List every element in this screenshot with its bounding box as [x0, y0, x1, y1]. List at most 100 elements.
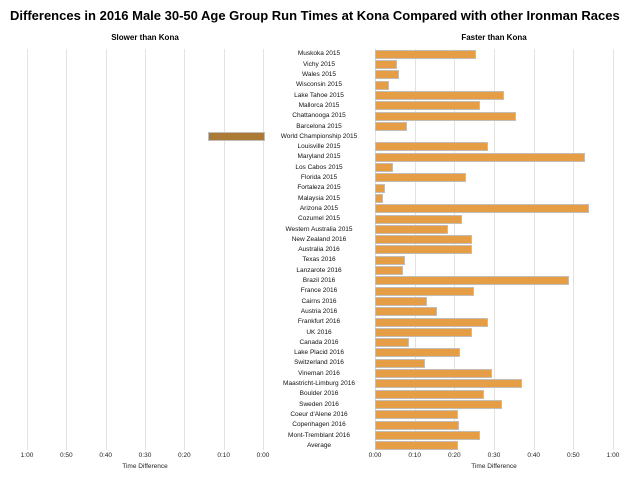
run-time-bar — [375, 389, 485, 399]
run-time-bar — [375, 142, 489, 152]
chart-title: Differences in 2016 Male 30-50 Age Group… — [10, 8, 620, 23]
category-label: Coeur d'Alene 2016 — [290, 410, 348, 418]
axis-tick-label: 0:50 — [60, 452, 73, 459]
gridline — [613, 48, 614, 451]
category-label: New Zealand 2016 — [291, 235, 347, 243]
run-time-bar — [375, 90, 504, 100]
category-label: Arizona 2015 — [299, 204, 339, 212]
category-label: Sweden 2016 — [299, 400, 339, 408]
run-time-bar — [375, 276, 570, 286]
category-label: Maastricht-Limburg 2016 — [283, 380, 355, 388]
category-label: Malaysia 2015 — [298, 194, 340, 202]
run-time-bar — [375, 224, 449, 234]
category-label: World Championship 2015 — [280, 132, 358, 140]
category-label: Louisville 2015 — [297, 143, 341, 151]
run-time-bar — [375, 152, 586, 162]
category-label: Wisconsin 2015 — [296, 81, 342, 89]
right-axis-header: Faster than Kona — [461, 33, 527, 42]
axis-tick-label: 0:20 — [448, 452, 461, 459]
category-label: Cozumel 2015 — [298, 215, 340, 223]
category-label: Chattanooga 2015 — [292, 112, 346, 120]
axis-tick-label: 0:40 — [527, 452, 540, 459]
category-label: Fortaleza 2015 — [297, 184, 341, 192]
gridline — [533, 48, 535, 451]
run-time-bar — [375, 286, 475, 296]
run-time-bar — [375, 214, 463, 224]
axis-tick-label: 0:10 — [217, 452, 230, 459]
category-label: Cairns 2016 — [301, 297, 337, 305]
run-time-bar — [375, 163, 393, 172]
category-label: Texas 2016 — [302, 256, 336, 264]
run-time-bar — [375, 399, 502, 409]
category-label: Lake Tahoe 2015 — [294, 91, 344, 99]
category-label: Frankfurt 2016 — [297, 318, 341, 326]
category-label: France 2016 — [300, 287, 338, 295]
category-label: Switzerland 2016 — [294, 359, 344, 367]
gridline — [263, 48, 264, 451]
category-label: Canada 2016 — [299, 338, 339, 346]
run-time-bar — [375, 80, 389, 90]
axis-tick-label: 1:00 — [20, 452, 34, 459]
category-label: Australia 2016 — [298, 246, 340, 254]
axis-tick-label: 0:00 — [368, 452, 382, 459]
category-label: Vichy 2015 — [302, 60, 336, 68]
category-label: Muskoka 2015 — [297, 50, 341, 58]
category-label: Average — [306, 441, 332, 449]
axis-tick-label: 0:30 — [487, 452, 501, 459]
run-time-bar — [375, 49, 477, 59]
run-time-bar — [375, 70, 399, 80]
axis-tick-label: 0:30 — [138, 452, 152, 459]
gridline — [105, 48, 107, 451]
category-label: Florida 2015 — [300, 174, 338, 182]
run-time-bar — [375, 307, 437, 317]
axis-tick-label: 0:50 — [567, 452, 580, 459]
category-label: Boulder 2016 — [299, 390, 339, 398]
run-time-bar — [375, 358, 425, 368]
run-time-bar — [375, 245, 473, 255]
run-time-bar — [375, 101, 481, 111]
gridline — [66, 48, 68, 451]
category-label: Maryland 2015 — [297, 153, 341, 161]
run-time-bar — [375, 183, 385, 193]
run-time-bar — [375, 369, 493, 378]
category-label: Vineman 2016 — [298, 369, 340, 377]
category-label: Lake Placid 2016 — [294, 349, 344, 357]
run-time-bar — [375, 60, 397, 69]
category-label: Austria 2016 — [300, 307, 338, 315]
x-axis-title-left: Time Difference — [122, 463, 168, 470]
category-label: Mont-Tremblant 2016 — [288, 431, 350, 439]
run-time-bar — [375, 296, 427, 306]
gridline — [573, 48, 575, 451]
run-time-bar — [375, 235, 473, 245]
run-time-bar — [375, 193, 383, 203]
run-time-bar — [375, 173, 467, 183]
run-time-bar — [375, 255, 405, 265]
run-time-bar — [375, 204, 590, 214]
run-time-bar — [375, 348, 461, 358]
run-time-bar — [375, 121, 407, 131]
run-time-bar — [375, 430, 481, 440]
left-axis-header: Slower than Kona — [111, 33, 179, 42]
axis-tick-label: 0:10 — [408, 452, 421, 459]
run-time-bar — [375, 420, 459, 430]
category-label: Western Australia 2015 — [285, 225, 353, 233]
category-label: Lanzarote 2016 — [296, 266, 342, 274]
axis-tick-label: 1:00 — [606, 452, 620, 459]
run-time-bar — [375, 266, 403, 275]
run-time-bar — [207, 132, 265, 142]
category-label: Mallorca 2015 — [298, 101, 340, 109]
category-label: Los Cabos 2015 — [295, 163, 343, 171]
run-time-bar — [375, 379, 522, 389]
category-label: UK 2016 — [306, 328, 332, 336]
category-label: Brazil 2016 — [302, 277, 336, 285]
run-time-bar — [375, 410, 458, 420]
x-axis-title-right: Time Difference — [471, 463, 517, 470]
category-label: Barcelona 2015 — [296, 122, 342, 130]
category-label: Copenhagen 2016 — [292, 421, 346, 429]
gridline — [27, 48, 28, 451]
gridline — [223, 48, 225, 451]
axis-tick-label: 0:20 — [178, 452, 191, 459]
gridline — [184, 48, 186, 451]
